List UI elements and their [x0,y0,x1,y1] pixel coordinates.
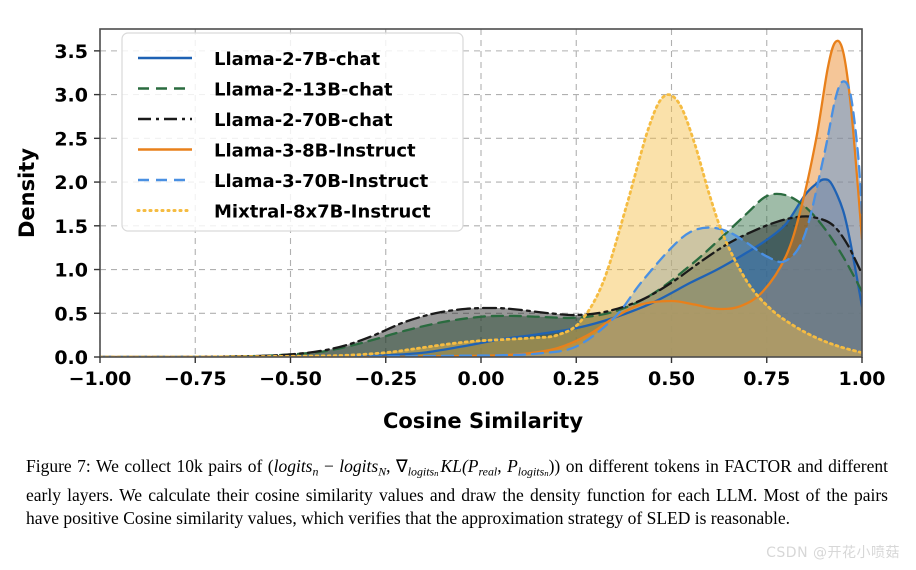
caption-math-kl: KL( [440,456,468,476]
caption-math-sep-1: , [386,456,397,476]
axis-ticks: −1.00 −0.75 −0.50 −0.25 0.00 0.25 0.50 0.75 1.00… [54,41,885,390]
caption-text-1: We collect 10k pairs of ( [90,456,274,476]
caption-math-sep-2: , [497,456,508,476]
figure-caption: Figure 7: We collect 10k pairs of (logit… [26,455,888,529]
x-tick-label: 0.50 [648,368,695,390]
series-line [100,93,862,357]
legend-label: Llama-2-13B-chat [214,80,393,101]
x-tick-label: 1.00 [839,368,886,390]
caption-math-nabla-sub: logits [407,464,435,479]
caption-math-minus: − [318,456,340,476]
legend-box [121,32,464,232]
caption-math-p-logits: P [507,456,518,476]
series-fill [100,81,862,357]
caption-text-2: on different tokens in FACTOR and differ… [26,456,889,528]
x-tick-label: 0.25 [553,368,600,390]
y-tick-label: 3.0 [54,85,88,107]
caption-math-p-real: P [467,456,479,476]
legend-label: Llama-3-70B-Instruct [214,171,429,192]
caption-math-logits-N: logits [339,456,379,476]
caption-label: Figure 7: [26,456,91,476]
series-fill [100,193,862,357]
y-tick-label: 1.5 [54,216,88,238]
x-tick-label: −0.75 [164,368,227,390]
x-tick-label: −0.25 [354,368,417,390]
caption-math-nabla: ∇ [396,456,408,476]
y-tick-label: 0.0 [54,347,88,369]
caption-math-nabla-subsub: n [434,467,439,478]
caption-math-p-logits-sub: logits [517,464,545,479]
legend-label: Llama-3-8B-Instruct [214,141,416,162]
legend-label: Mixtral-8x7B-Instruct [214,202,431,223]
y-tick-label: 0.5 [54,303,88,325]
series-fill [100,94,862,357]
density-plot: −1.00 −0.75 −0.50 −0.25 0.00 0.25 0.50 0.75 1.00… [15,28,885,433]
series-line [100,192,862,357]
figure-container: −1.00 −0.75 −0.50 −0.25 0.00 0.25 0.50 0.75 1.00… [15,28,885,433]
caption-math-logits-n: logits [273,456,313,476]
legend-label: Llama-2-7B-chat [214,49,381,70]
x-axis-label: Cosine Similarity [383,409,583,433]
caption-math-p-real-sub: real [478,464,498,479]
csdn-watermark: CSDN @开花小喷菇 [766,545,900,561]
caption-math-p-logits-subsub: n [544,467,549,478]
legend-label: Llama-2-70B-chat [214,110,393,131]
series-line [100,215,862,357]
caption-math-close: )) [548,456,561,476]
caption-math-sub-N: N [378,464,387,479]
series-fill [100,216,862,357]
caption-math-sub-n: n [312,464,319,479]
series-line [100,80,862,357]
x-tick-label: −1.00 [69,368,132,390]
y-tick-label: 2.5 [54,128,88,150]
series-fill [100,179,862,357]
y-tick-label: 3.5 [54,41,88,63]
series-fill [100,40,862,357]
x-tick-label: −0.50 [259,368,322,390]
y-axis-label: Density [15,148,39,238]
y-tick-label: 2.0 [54,172,88,194]
x-tick-label: 0.00 [458,368,505,390]
legend: Llama-2-7B-chat Llama-2-13B-chat Llama-2-7… [121,32,464,232]
y-tick-label: 1.0 [54,260,88,282]
x-tick-label: 0.75 [743,368,790,390]
